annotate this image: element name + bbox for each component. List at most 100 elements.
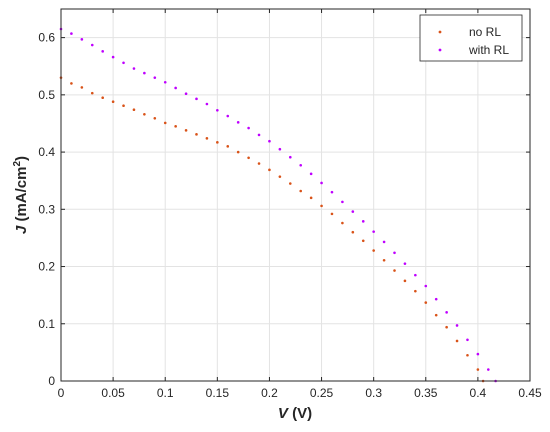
data-point: [393, 251, 396, 255]
data-point: [466, 338, 469, 342]
y-tick-label: 0.3: [38, 202, 55, 216]
series-1: [59, 27, 497, 383]
data-point: [466, 353, 469, 357]
data-point: [174, 125, 177, 128]
plot-background: [61, 9, 530, 381]
data-point: [403, 262, 407, 265]
y-axis-sup: 2: [12, 161, 23, 167]
y-tick-label: 0.2: [38, 260, 55, 274]
data-point: [372, 249, 375, 252]
x-tick-label: 0.25: [310, 386, 334, 400]
x-tick-label: 0.45: [518, 386, 542, 400]
x-axis-unit: (V): [288, 405, 312, 422]
data-point: [90, 43, 94, 47]
data-point: [174, 86, 177, 90]
data-point: [163, 121, 167, 125]
legend-label-with-rl: with RL: [468, 43, 509, 57]
data-point: [122, 61, 125, 65]
data-point: [382, 240, 386, 244]
data-point: [455, 339, 459, 343]
data-point: [163, 80, 167, 84]
y-axis-unit: (mA/cm: [13, 167, 30, 226]
data-point: [111, 55, 115, 59]
y-tick-label: 0.6: [38, 31, 55, 45]
legend-item-with-rl: with RL: [438, 43, 509, 57]
data-point: [101, 50, 104, 53]
data-point: [351, 210, 355, 213]
data-point: [216, 108, 219, 112]
data-point: [268, 139, 271, 143]
legend-label-no-rl: no RL: [469, 25, 501, 39]
y-tick-label: 0.5: [38, 88, 55, 102]
x-tick-label: 0.35: [414, 386, 438, 400]
data-point: [424, 301, 428, 304]
x-tick-label: 0.3: [365, 386, 382, 400]
data-point: [330, 190, 334, 194]
data-point: [236, 150, 240, 154]
data-point: [195, 97, 198, 101]
data-point: [309, 196, 313, 200]
data-point: [434, 313, 438, 317]
data-point: [80, 38, 84, 41]
data-point: [341, 221, 344, 225]
data-point: [70, 32, 73, 35]
y-axis-title: J (mA/cm2): [12, 156, 30, 234]
data-point: [299, 189, 303, 193]
data-point: [351, 230, 355, 234]
legend-box: [419, 14, 523, 62]
data-point: [153, 76, 157, 79]
data-point: [268, 168, 271, 172]
data-point: [122, 104, 125, 108]
legend: no RL with RL: [419, 14, 523, 62]
data-point: [299, 163, 303, 167]
data-point: [70, 82, 73, 85]
x-tick-label: 0.2: [261, 386, 278, 400]
data-point: [361, 239, 365, 243]
data-point: [143, 113, 146, 116]
data-point: [236, 121, 240, 124]
data-point: [445, 325, 448, 329]
plot-frame: [60, 8, 531, 382]
legend-marker-no-rl: [438, 30, 442, 34]
data-point: [288, 155, 292, 159]
y-axis-var: J: [13, 225, 30, 234]
data-point: [247, 126, 250, 130]
data-point: [330, 212, 334, 216]
data-point: [414, 273, 417, 277]
data-point: [320, 204, 323, 208]
x-tick-label: 0.1: [157, 386, 174, 400]
data-point: [414, 289, 417, 293]
data-point: [434, 297, 438, 301]
y-tick-label: 0: [48, 374, 55, 388]
x-tick-label: 0.4: [470, 386, 487, 400]
y-axis-close: ): [13, 156, 30, 161]
legend-item-no-rl: no RL: [438, 25, 501, 39]
data-point: [288, 182, 292, 185]
data-point: [309, 172, 313, 176]
data-point: [205, 137, 209, 140]
data-point: [382, 258, 386, 262]
data-point: [226, 114, 230, 118]
ticks: 0 0.05 0.1 0.15 0.2 0.25 0.3 0.35 0.4 0.45 0 0.1 0.2…: [38, 9, 542, 400]
data-point: [257, 162, 261, 165]
data-point: [372, 230, 375, 233]
data-point: [476, 352, 480, 356]
data-point: [132, 108, 136, 112]
data-point: [184, 129, 188, 132]
x-axis-title: V (V): [278, 405, 312, 422]
data-point: [403, 279, 407, 283]
data-point: [80, 86, 84, 89]
series-layer: [59, 27, 497, 383]
data-point: [195, 133, 198, 136]
data-point: [476, 368, 480, 371]
data-point: [153, 117, 157, 120]
data-point: [132, 67, 136, 70]
data-point: [393, 269, 396, 272]
x-tick-label: 0.15: [206, 386, 230, 400]
data-point: [90, 91, 94, 95]
data-point: [320, 181, 323, 185]
legend-marker-with-rl: [438, 48, 442, 52]
x-tick-label: 0.05: [101, 386, 125, 400]
data-point: [216, 141, 219, 144]
